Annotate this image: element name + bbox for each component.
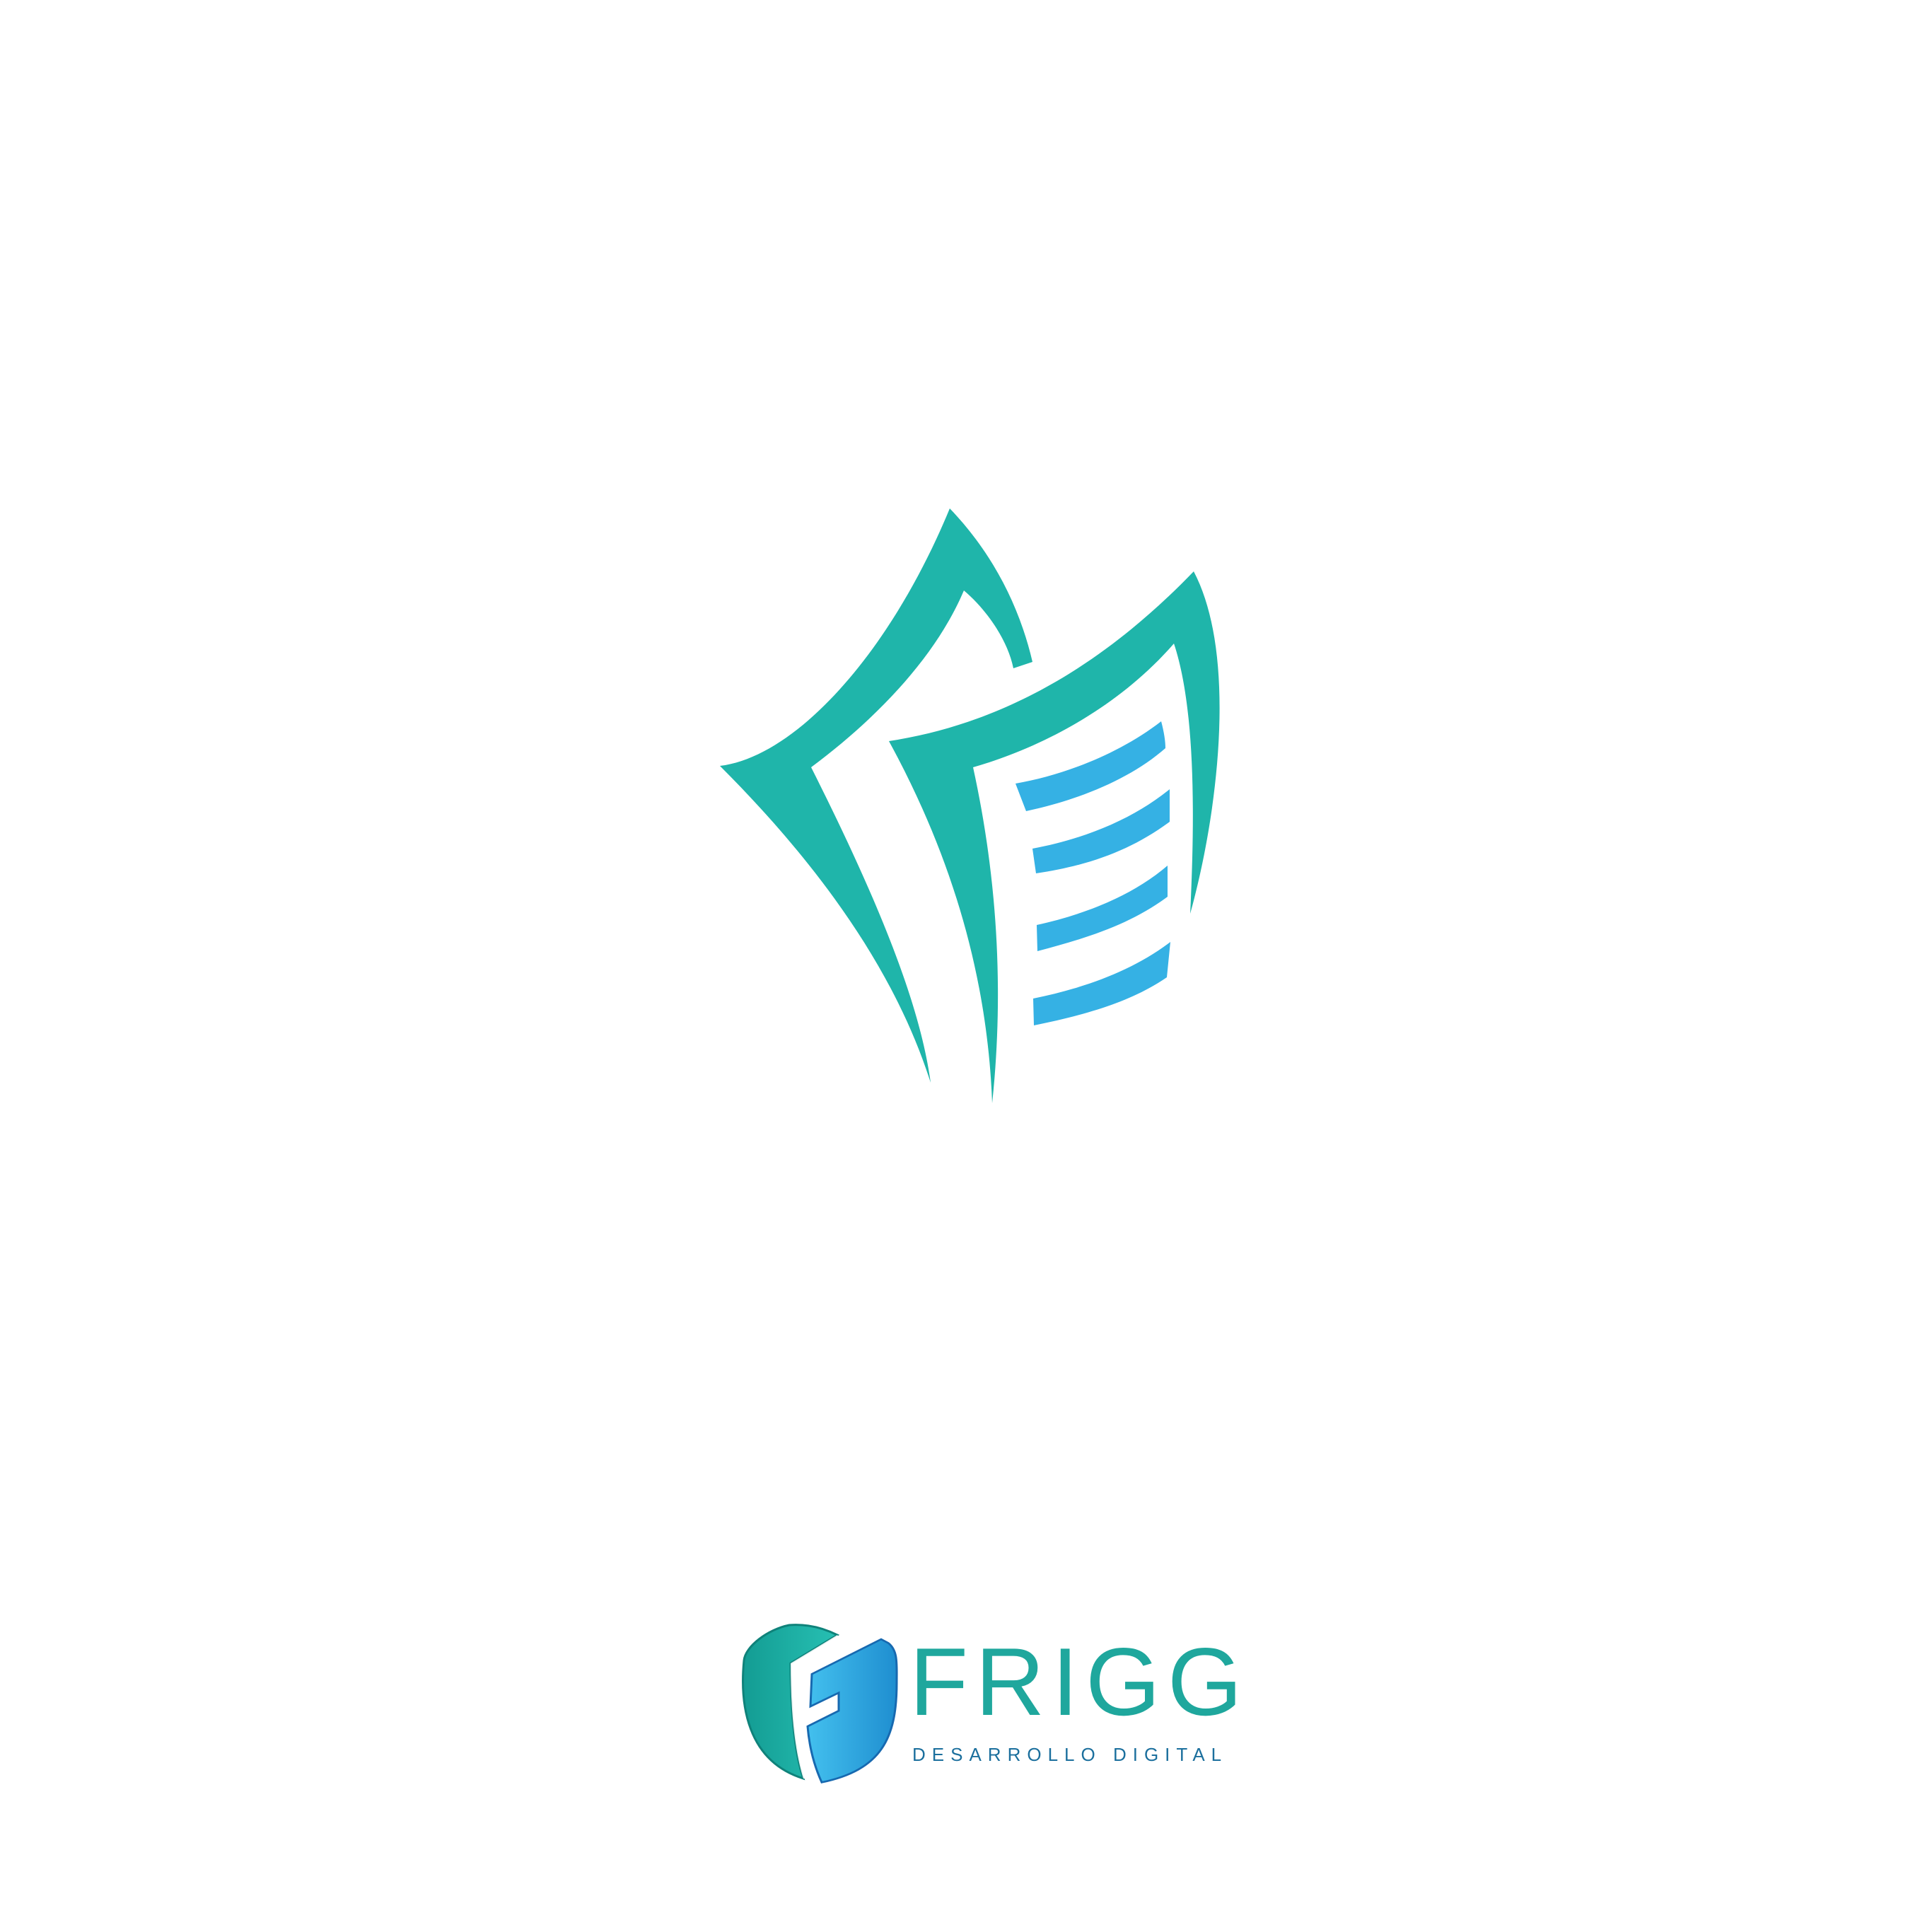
- text-line-2-icon: [1032, 789, 1170, 873]
- text-line-1-icon: [1016, 721, 1165, 811]
- brand-logo: FRIGG DESARROLLO DIGITAL: [740, 1619, 1243, 1789]
- brand-tagline: DESARROLLO DIGITAL: [912, 1744, 1228, 1765]
- brand-name: FRIGG: [909, 1628, 1250, 1735]
- back-page-icon: [720, 508, 1032, 1083]
- front-page-icon: [889, 571, 1220, 1103]
- text-line-4-icon: [1033, 942, 1170, 1025]
- shield-f-icon: [742, 1624, 898, 1783]
- text-line-3-icon: [1037, 866, 1168, 951]
